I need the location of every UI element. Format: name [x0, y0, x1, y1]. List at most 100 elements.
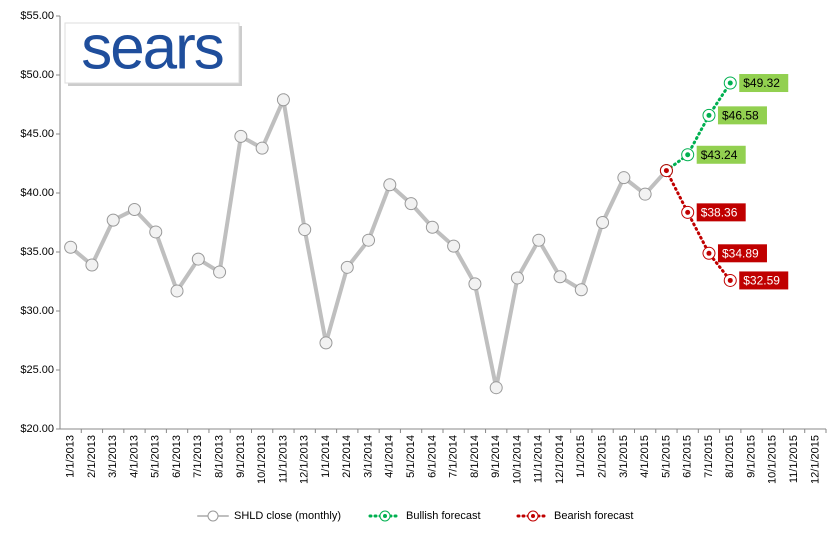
- marker: [234, 129, 248, 143]
- x-tick-label: 3/1/2013: [107, 435, 119, 478]
- marker: [106, 213, 120, 227]
- marker: [404, 197, 418, 211]
- marker: [617, 171, 631, 185]
- data-label: $32.59: [743, 274, 780, 288]
- series-line: [664, 81, 732, 173]
- x-tick-label: 12/1/2013: [299, 435, 311, 484]
- marker: [553, 270, 567, 284]
- x-tick-label: 5/1/2015: [660, 435, 672, 478]
- marker: [510, 271, 524, 285]
- data-label-box: [739, 74, 789, 93]
- marker-dot: [706, 250, 712, 256]
- logo: sears: [81, 13, 223, 82]
- marker: [489, 381, 503, 395]
- marker: [574, 283, 588, 297]
- legend-marker: [207, 510, 219, 522]
- x-tick-label: 9/1/2013: [235, 435, 247, 478]
- x-tick-label: 6/1/2014: [426, 435, 438, 478]
- x-tick-label: 1/1/2014: [320, 435, 332, 478]
- data-label-box: [696, 145, 746, 164]
- marker: [638, 187, 652, 201]
- x-tick-label: 3/1/2014: [362, 435, 374, 478]
- legend-marker-dot: [531, 514, 535, 518]
- marker: [468, 277, 482, 291]
- x-tick-label: 8/1/2015: [724, 435, 736, 478]
- marker: [191, 252, 205, 266]
- data-label: $49.32: [743, 76, 780, 90]
- x-tick-label: 2/1/2014: [341, 435, 353, 478]
- x-tick-label: 7/1/2014: [448, 435, 460, 478]
- data-label: $38.36: [701, 206, 738, 220]
- data-label: $46.58: [722, 109, 759, 123]
- data-label: $34.89: [722, 246, 759, 260]
- y-tick-label: $30.00: [20, 305, 54, 317]
- legend-label: Bullish forecast: [406, 510, 481, 522]
- marker: [255, 141, 269, 155]
- x-tick-label: 5/1/2013: [150, 435, 162, 478]
- data-label-box: [696, 203, 746, 222]
- marker-dot: [727, 80, 733, 86]
- marker-dot: [685, 209, 691, 215]
- series-line: [664, 169, 732, 282]
- marker-dot: [663, 168, 669, 174]
- x-tick-label: 11/1/2014: [533, 435, 545, 483]
- y-tick-label: $50.00: [20, 69, 54, 81]
- marker: [383, 178, 397, 192]
- marker: [362, 233, 376, 247]
- x-tick-label: 1/1/2013: [65, 435, 77, 478]
- data-label-box: [739, 271, 789, 290]
- marker: [447, 239, 461, 253]
- marker: [127, 203, 141, 217]
- y-tick-label: $40.00: [20, 187, 54, 199]
- marker: [149, 225, 163, 239]
- marker: [298, 223, 312, 237]
- y-tick-label: $55.00: [20, 10, 54, 22]
- marker: [170, 284, 184, 298]
- x-tick-label: 8/1/2014: [469, 435, 481, 478]
- x-tick-label: 11/1/2013: [277, 435, 289, 483]
- x-tick-label: 4/1/2015: [639, 435, 651, 478]
- x-tick-label: 2/1/2015: [596, 435, 608, 478]
- x-tick-label: 6/1/2015: [682, 435, 694, 478]
- marker-dot: [706, 112, 712, 118]
- x-tick-label: 9/1/2015: [745, 435, 757, 478]
- legend-label: Bearish forecast: [554, 510, 633, 522]
- y-tick-label: $25.00: [20, 364, 54, 376]
- legend-marker-dot: [383, 514, 387, 518]
- data-label-box: [717, 106, 767, 125]
- data-label: $43.24: [701, 148, 738, 162]
- x-tick-label: 3/1/2015: [618, 435, 630, 478]
- x-tick-label: 11/1/2015: [788, 435, 800, 483]
- x-tick-label: 4/1/2014: [384, 435, 396, 478]
- legend-label: SHLD close (monthly): [234, 510, 341, 522]
- x-tick-label: 2/1/2013: [86, 435, 98, 478]
- marker: [319, 336, 333, 350]
- logo-box: [64, 22, 240, 84]
- x-tick-label: 10/1/2014: [511, 435, 523, 484]
- x-tick-label: 12/1/2015: [809, 435, 821, 484]
- x-tick-label: 1/1/2015: [575, 435, 587, 478]
- marker: [340, 260, 354, 274]
- marker: [532, 233, 546, 247]
- marker: [276, 93, 290, 107]
- marker: [596, 216, 610, 229]
- x-tick-label: 8/1/2013: [213, 435, 225, 478]
- marker: [213, 265, 227, 279]
- x-tick-label: 6/1/2013: [171, 435, 183, 478]
- x-tick-label: 10/1/2013: [256, 435, 268, 484]
- x-tick-label: 7/1/2015: [703, 435, 715, 478]
- marker: [85, 258, 99, 272]
- x-tick-label: 9/1/2014: [490, 435, 502, 478]
- data-label-box: [717, 244, 767, 263]
- marker: [425, 220, 439, 234]
- x-tick-label: 12/1/2014: [554, 435, 566, 484]
- marker-dot: [727, 277, 733, 283]
- y-tick-label: $20.00: [20, 423, 54, 435]
- y-tick-label: $35.00: [20, 246, 54, 258]
- x-tick-label: 5/1/2014: [405, 435, 417, 478]
- marker: [64, 240, 78, 254]
- x-tick-label: 10/1/2015: [767, 435, 779, 484]
- marker-dot: [685, 152, 691, 158]
- x-tick-label: 7/1/2013: [192, 435, 204, 478]
